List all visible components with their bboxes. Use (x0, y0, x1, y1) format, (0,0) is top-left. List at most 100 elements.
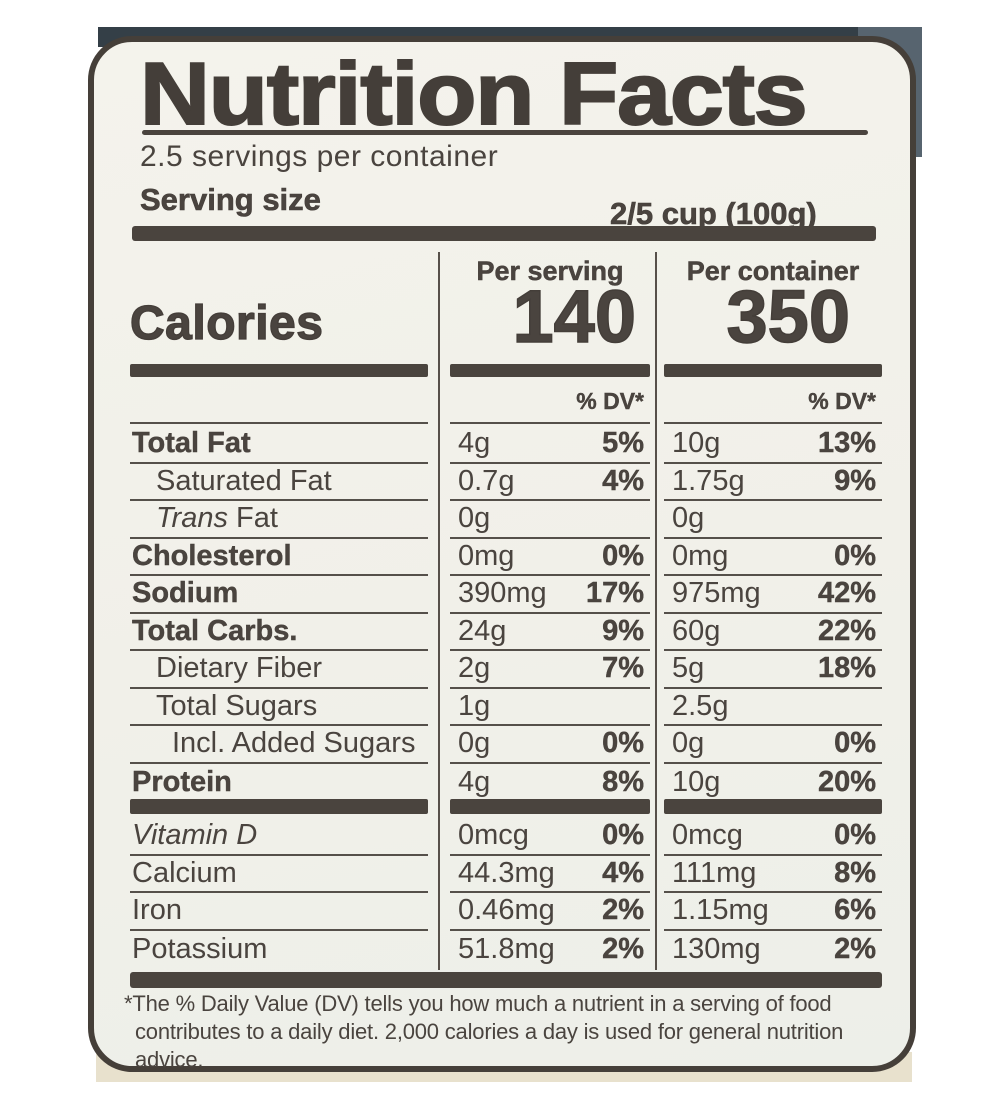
per-container-dv: 22% (817, 614, 876, 647)
per-serving-dv: 2% (602, 932, 644, 965)
per-serving-amount: 0mcg (458, 819, 529, 852)
thick-bar-serving (132, 226, 876, 241)
per-serving-amount: 0g (458, 727, 491, 760)
per-serving-amount: 44.3mg (458, 856, 555, 889)
dv-underline-left (130, 422, 428, 424)
column-header-per-serving: Per serving (476, 256, 624, 287)
per-container-dv: 0% (834, 727, 876, 760)
per-serving-dv: 4% (602, 856, 644, 889)
table-row: Total Sugars 1g 2.5g (130, 689, 882, 726)
per-serving-amount: 4g (458, 427, 491, 460)
per-container-amount: 0mcg (672, 819, 743, 852)
table-row: Total Fat 4g 5% 10g 13% (130, 426, 882, 464)
per-container-amount: 1.15mg (672, 894, 769, 927)
per-serving-dv: 17% (585, 577, 644, 610)
per-container-dv: 6% (834, 894, 876, 927)
thick-bar-footer (130, 972, 882, 988)
per-serving-amount: 2g (458, 652, 491, 685)
protein-bar-middle (450, 799, 650, 814)
table-row: Protein 4g 8% 10g 20% (130, 764, 882, 802)
serving-size-label: Serving size (140, 182, 322, 218)
dv-header-per-serving: % DV* (576, 388, 644, 414)
table-row: Calcium 44.3mg 4% 111mg 8% (130, 856, 882, 893)
nutrition-facts-label: Nutrition Facts 2.5 servings per contain… (88, 36, 916, 1072)
column-divider-1 (438, 252, 440, 970)
per-serving-dv: 0% (602, 727, 644, 760)
table-row: Saturated Fat 0.7g 4% 1.75g 9% (130, 464, 882, 501)
title-divider (142, 130, 868, 135)
calories-bar-right (664, 364, 882, 377)
nutrient-name: Total Carbs. (132, 614, 298, 647)
table-row: Trans Fat 0g 0g (130, 501, 882, 539)
per-serving-amount: 0mg (458, 539, 515, 572)
table-row: Iron 0.46mg 2% 1.15mg 6% (130, 893, 882, 931)
per-container-dv: 0% (834, 819, 876, 852)
per-container-amount: 2.5g (672, 689, 729, 722)
dv-footnote: *The % Daily Value (DV) tells you how mu… (124, 991, 844, 1072)
table-row: Sodium 390mg 17% 975mg 42% (130, 576, 882, 614)
nutrient-name: Dietary Fiber (156, 652, 322, 685)
per-serving-amount: 51.8mg (458, 932, 555, 965)
table-row: Vitamin D 0mcg 0% 0mcg 0% (130, 818, 882, 856)
protein-bar-left (130, 799, 428, 814)
per-container-amount: 1.75g (672, 464, 745, 497)
per-serving-dv: 0% (602, 539, 644, 572)
column-divider-2 (655, 252, 657, 970)
nutrient-table-vitamins: Vitamin D 0mcg 0% 0mcg 0% Calcium 44.3mg… (130, 818, 882, 968)
table-row: Incl. Added Sugars 0g 0% 0g 0% (130, 726, 882, 764)
dv-underline-right (664, 422, 882, 424)
nutrient-name: Incl. Added Sugars (172, 727, 416, 760)
per-container-amount: 10g (672, 765, 721, 798)
nutrient-name: Potassium (132, 932, 268, 965)
servings-per-container: 2.5 servings per container (140, 140, 499, 173)
per-container-amount: 5g (672, 652, 705, 685)
table-row: Cholesterol 0mg 0% 0mg 0% (130, 539, 882, 576)
calories-per-serving: 140 (512, 275, 637, 358)
nutrient-name: Saturated Fat (156, 464, 332, 497)
per-serving-amount: 0.46mg (458, 894, 555, 927)
table-row: Total Carbs. 24g 9% 60g 22% (130, 614, 882, 651)
serving-size-value: 2/5 cup (100g) (610, 196, 817, 232)
nutrient-name: Total Sugars (156, 689, 318, 722)
per-serving-dv: 9% (602, 614, 644, 647)
per-container-dv: 20% (817, 765, 876, 798)
per-serving-amount: 4g (458, 765, 491, 798)
dv-header-per-container: % DV* (808, 388, 876, 414)
per-container-dv: 0% (834, 539, 876, 572)
per-container-amount: 10g (672, 427, 721, 460)
per-container-amount: 60g (672, 614, 721, 647)
table-row: Potassium 51.8mg 2% 130mg 2% (130, 931, 882, 969)
per-serving-amount: 1g (458, 689, 491, 722)
per-serving-dv: 4% (602, 464, 644, 497)
per-container-amount: 0mg (672, 539, 729, 572)
table-row: Dietary Fiber 2g 7% 5g 18% (130, 651, 882, 689)
per-serving-dv: 0% (602, 819, 644, 852)
nutrient-name: Trans Fat (156, 502, 278, 535)
per-serving-amount: 0g (458, 502, 491, 535)
nutrient-name: Vitamin D (132, 819, 258, 852)
dv-underline-middle (450, 422, 650, 424)
nutrient-name: Cholesterol (132, 539, 292, 572)
per-serving-amount: 0.7g (458, 464, 515, 497)
per-container-amount: 111mg (672, 856, 757, 889)
per-container-amount: 130mg (672, 932, 761, 965)
per-container-dv: 18% (817, 652, 876, 685)
per-container-amount: 0g (672, 502, 705, 535)
per-container-amount: 0g (672, 727, 705, 760)
protein-bar-right (664, 799, 882, 814)
label-title: Nutrition Facts (139, 44, 809, 143)
per-container-dv: 8% (834, 856, 876, 889)
per-container-dv: 9% (834, 464, 876, 497)
nutrient-name: Calcium (132, 856, 237, 889)
per-serving-amount: 24g (458, 614, 507, 647)
calories-bar-middle (450, 364, 650, 377)
calories-bar-left (130, 364, 428, 377)
nutrient-table-main: Total Fat 4g 5% 10g 13% Saturated Fat 0.… (130, 426, 882, 801)
per-container-amount: 975mg (672, 577, 761, 610)
per-container-dv: 2% (834, 932, 876, 965)
per-serving-dv: 5% (602, 427, 644, 460)
per-container-dv: 42% (817, 577, 876, 610)
column-header-per-container: Per container (686, 256, 860, 287)
per-serving-dv: 8% (602, 765, 644, 798)
per-serving-amount: 390mg (458, 577, 547, 610)
